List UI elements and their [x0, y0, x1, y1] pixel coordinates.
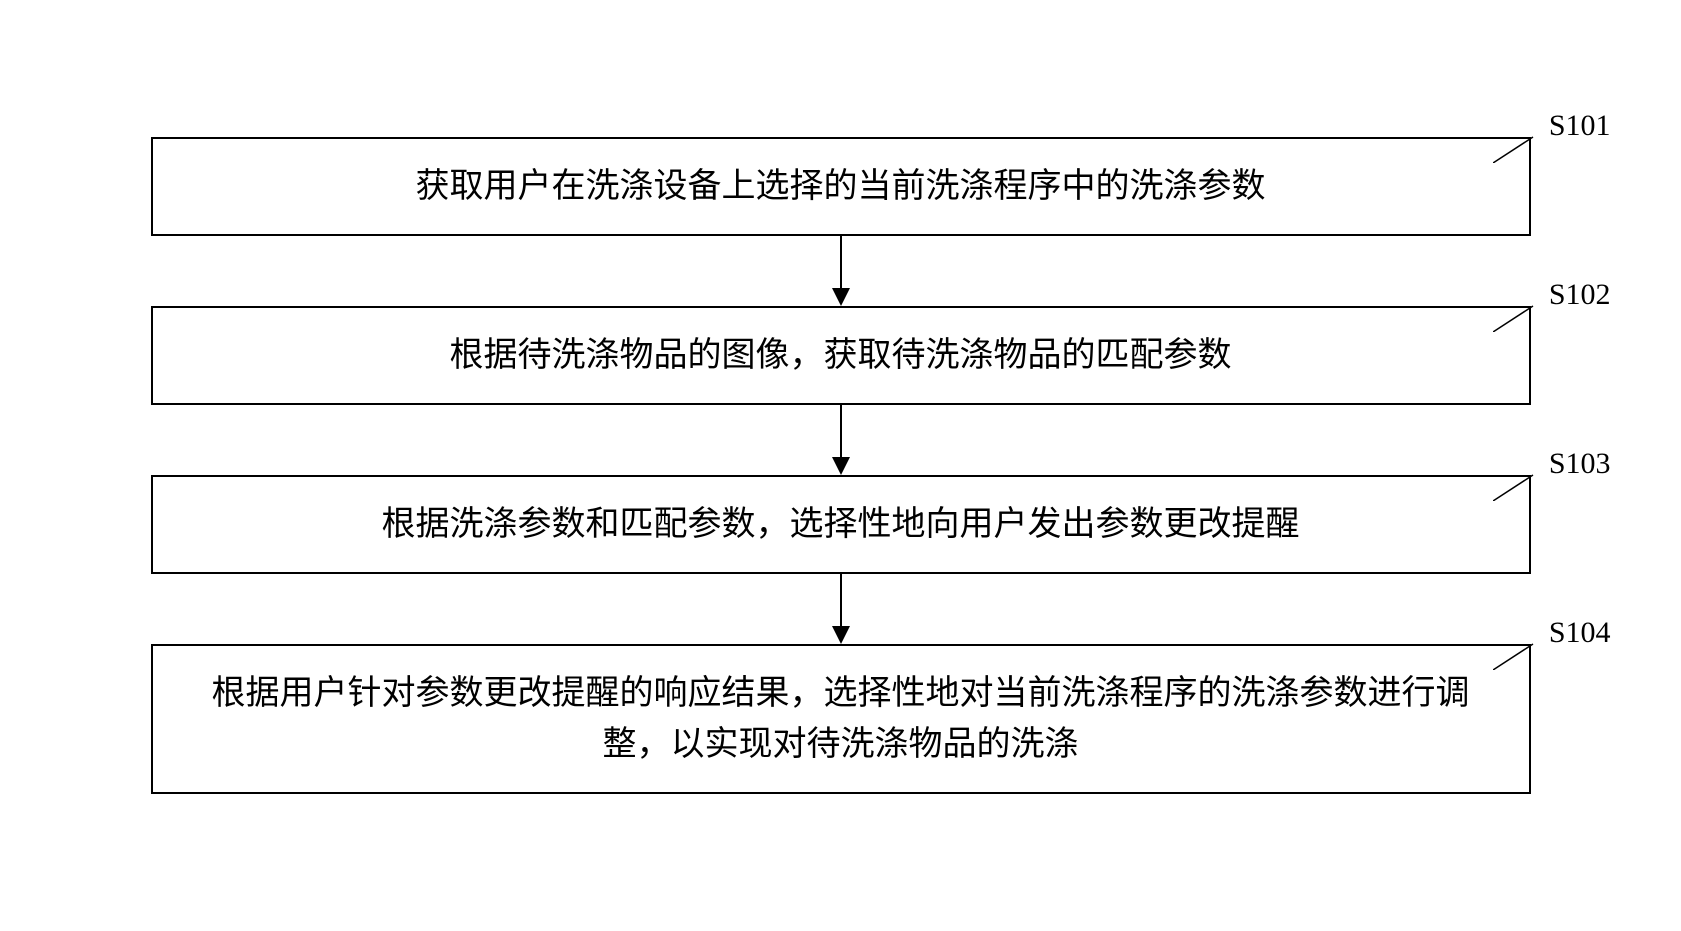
step-text: 根据用户针对参数更改提醒的响应结果，选择性地对当前洗涤程序的洗涤参数进行调整，以…: [212, 675, 1470, 763]
step-box: 根据洗涤参数和匹配参数，选择性地向用户发出参数更改提醒: [151, 475, 1531, 574]
flowchart-container: S101 获取用户在洗涤设备上选择的当前洗涤程序中的洗涤参数 S102 根据待洗…: [91, 137, 1591, 794]
step-label: S101: [1549, 109, 1611, 143]
arrow-connector: [829, 574, 853, 644]
step-label: S103: [1549, 447, 1611, 481]
label-connector: [1493, 473, 1543, 501]
step-s102: S102 根据待洗涤物品的图像，获取待洗涤物品的匹配参数: [91, 306, 1591, 405]
step-text: 根据洗涤参数和匹配参数，选择性地向用户发出参数更改提醒: [382, 506, 1300, 543]
step-text: 根据待洗涤物品的图像，获取待洗涤物品的匹配参数: [450, 337, 1232, 374]
label-connector: [1493, 135, 1543, 163]
step-box: 根据用户针对参数更改提醒的响应结果，选择性地对当前洗涤程序的洗涤参数进行调整，以…: [151, 644, 1531, 794]
step-s104: S104 根据用户针对参数更改提醒的响应结果，选择性地对当前洗涤程序的洗涤参数进…: [91, 644, 1591, 794]
step-label: S104: [1549, 616, 1611, 650]
step-s103: S103 根据洗涤参数和匹配参数，选择性地向用户发出参数更改提醒: [91, 475, 1591, 574]
arrow-connector: [829, 236, 853, 306]
step-text: 获取用户在洗涤设备上选择的当前洗涤程序中的洗涤参数: [416, 168, 1266, 205]
step-box: 获取用户在洗涤设备上选择的当前洗涤程序中的洗涤参数: [151, 137, 1531, 236]
label-connector: [1493, 304, 1543, 332]
step-label: S102: [1549, 278, 1611, 312]
arrow-connector: [829, 405, 853, 475]
label-connector: [1493, 642, 1543, 670]
step-s101: S101 获取用户在洗涤设备上选择的当前洗涤程序中的洗涤参数: [91, 137, 1591, 236]
step-box: 根据待洗涤物品的图像，获取待洗涤物品的匹配参数: [151, 306, 1531, 405]
